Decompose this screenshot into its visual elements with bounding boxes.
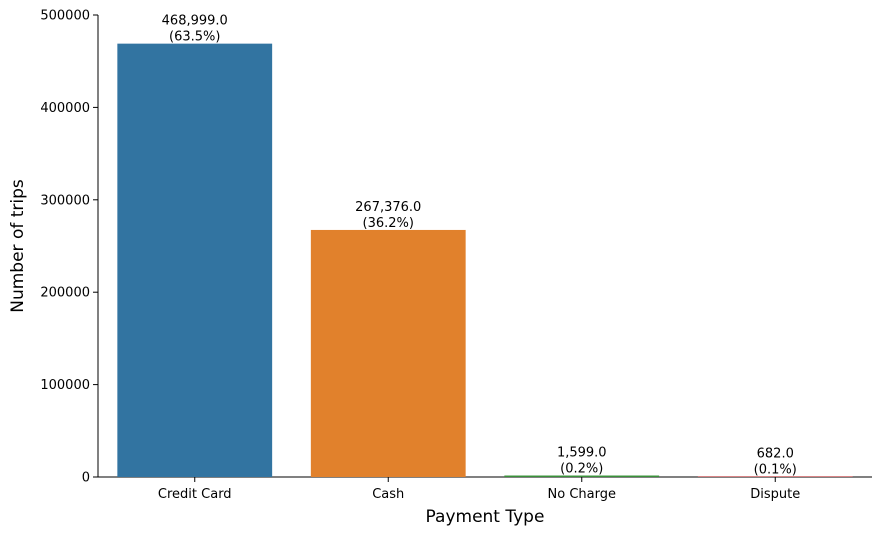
y-tick-label: 300000 [40, 193, 90, 208]
bar-percent-label: (0.1%) [754, 462, 797, 477]
x-tick-label: Dispute [750, 487, 800, 502]
y-tick-label: 0 [82, 471, 90, 486]
x-axis: Credit Card Cash No Charge Dispute [98, 476, 872, 502]
y-axis-title: Number of trips [8, 179, 28, 313]
bar-dispute [697, 476, 853, 477]
bar-no-charge [504, 475, 660, 477]
bar-percent-label: (36.2%) [363, 216, 414, 231]
y-tick-label: 100000 [40, 378, 90, 393]
bar-percent-label: (63.5%) [169, 30, 220, 45]
y-tick-label: 200000 [40, 286, 90, 301]
y-axis: 0 100000 200000 300000 400000 500000 [40, 9, 99, 486]
y-tick-label: 500000 [40, 9, 90, 24]
bar-labels: 468,999.0(63.5%)267,376.0(36.2%)1,599.0(… [162, 14, 797, 478]
bar-value-label: 267,376.0 [355, 200, 421, 215]
x-axis-title: Payment Type [426, 507, 545, 527]
bar-percent-label: (0.2%) [560, 462, 603, 477]
bar-credit-card [117, 43, 273, 477]
x-tick-label: No Charge [548, 487, 616, 502]
bar-value-label: 468,999.0 [162, 14, 228, 29]
x-tick-label: Credit Card [158, 487, 232, 502]
bars [117, 43, 853, 477]
x-tick-label: Cash [372, 487, 404, 502]
bar-value-label: 1,599.0 [557, 446, 607, 461]
bar-value-label: 682.0 [757, 446, 794, 461]
y-tick-label: 400000 [40, 101, 90, 116]
bar-cash [310, 229, 466, 477]
